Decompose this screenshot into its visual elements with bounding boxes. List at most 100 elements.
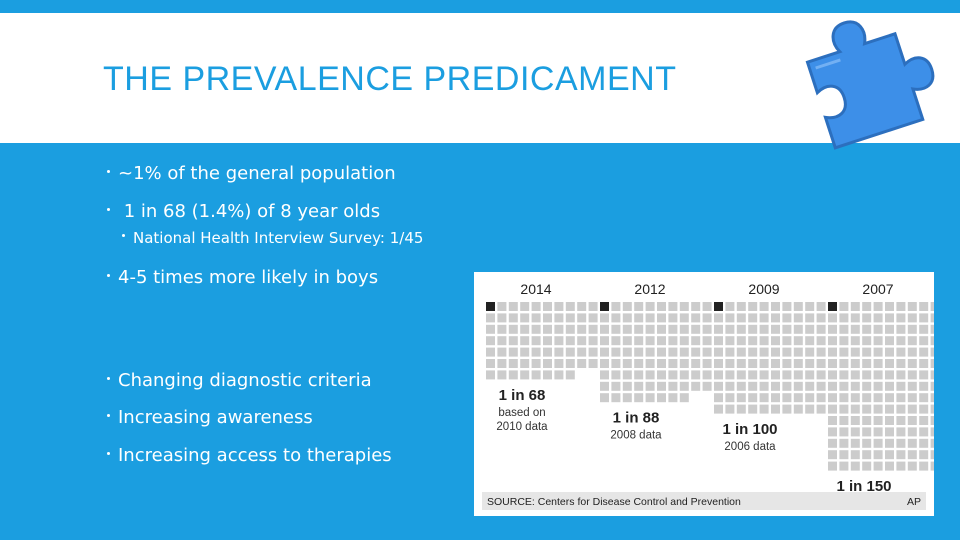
- grid-square: [885, 370, 894, 380]
- grid-square: [736, 313, 746, 323]
- grid-square: [577, 324, 587, 334]
- grid-square: [486, 336, 495, 346]
- grid-square: [896, 427, 906, 437]
- slide-title: THE PREVALENCE PREDICAMENT: [103, 60, 677, 98]
- grid-square: [657, 336, 666, 346]
- source-band: [482, 492, 926, 510]
- rate-label-2009: 1 in 100: [722, 421, 777, 438]
- grid-square: [907, 359, 917, 368]
- grid-square: [805, 313, 815, 323]
- grid-square: [588, 302, 598, 311]
- grid-square: [839, 347, 849, 357]
- grid-square: [520, 370, 530, 380]
- grid-square: [714, 370, 723, 380]
- grid-square: [565, 347, 575, 357]
- grid-square: [793, 302, 803, 311]
- grid-square: [782, 336, 792, 346]
- grid-square: [862, 381, 872, 391]
- grid-square: [839, 393, 849, 403]
- grid-square: [702, 324, 712, 334]
- grid-square: [930, 393, 934, 403]
- grid-square: [588, 324, 598, 334]
- grid-square: [839, 427, 849, 437]
- grid-square: [554, 359, 564, 368]
- grid-square: [668, 370, 678, 380]
- grid-square: [759, 302, 769, 311]
- grid-square: [919, 313, 929, 323]
- grid-square: [816, 336, 826, 346]
- grid-square: [873, 450, 883, 460]
- grid-square: [554, 302, 564, 311]
- grid-square: [816, 359, 826, 368]
- grid-square: [600, 324, 609, 334]
- grid-square: [588, 313, 598, 323]
- grid-square: [793, 381, 803, 391]
- grid-square: [839, 461, 849, 471]
- grid-square: [862, 404, 872, 414]
- grid-square: [896, 336, 906, 346]
- grid-square: [531, 336, 541, 346]
- grid-square: [600, 313, 609, 323]
- grid-square: [862, 347, 872, 357]
- grid-square: [896, 302, 906, 311]
- grid-square: [907, 324, 917, 334]
- grid-square: [907, 370, 917, 380]
- grid-square: [919, 416, 929, 425]
- grid-square: [930, 427, 934, 437]
- grid-square: [645, 393, 655, 403]
- grid-square: [657, 370, 666, 380]
- grid-square: [486, 313, 495, 323]
- grid-square: [668, 347, 678, 357]
- year-label-2007: 2007: [862, 281, 893, 297]
- grid-square: [896, 381, 906, 391]
- grid-square: [748, 393, 758, 403]
- grid-square: [714, 359, 723, 368]
- grid-square: [520, 313, 530, 323]
- grid-square: [600, 370, 609, 380]
- grid-square: [577, 336, 587, 346]
- grid-square: [634, 347, 644, 357]
- grid-square: [839, 324, 849, 334]
- grid-square: [862, 313, 872, 323]
- grid-square: [771, 404, 780, 414]
- grid-square: [919, 404, 929, 414]
- grid-square: [828, 427, 837, 437]
- grid-square: [668, 336, 678, 346]
- grid-square: [645, 324, 655, 334]
- grid-square: [930, 313, 934, 323]
- grid-square: [611, 381, 621, 391]
- grid-square: [725, 336, 735, 346]
- grid-square: [725, 359, 735, 368]
- grid-square: [748, 359, 758, 368]
- bullet-eight-year-olds: 1 in 68 (1.4%) of 8 year olds: [107, 201, 380, 222]
- bullet-text: 4-5 times more likely in boys: [118, 267, 379, 288]
- grid-square: [668, 393, 678, 403]
- grid-square: [714, 336, 723, 346]
- grid-square: [850, 324, 860, 334]
- grid-square: [691, 313, 701, 323]
- grid-square: [725, 393, 735, 403]
- grid-square: [748, 336, 758, 346]
- grid-square: [725, 313, 735, 323]
- grid-square: [862, 370, 872, 380]
- grid-square: [839, 336, 849, 346]
- grid-square: [759, 404, 769, 414]
- grid-square: [919, 324, 929, 334]
- grid-square: [919, 336, 929, 346]
- grid-square: [668, 324, 678, 334]
- grid-square: [543, 370, 552, 380]
- grid-square: [828, 347, 837, 357]
- grid-square: [862, 336, 872, 346]
- grid-square: [497, 313, 507, 323]
- grid-square: [782, 359, 792, 368]
- grid-square: [565, 313, 575, 323]
- grid-square: [885, 347, 894, 357]
- grid-square: [885, 427, 894, 437]
- grid-square: [873, 347, 883, 357]
- grid-square: [622, 381, 632, 391]
- grid-square: [816, 370, 826, 380]
- bullet-dot: [107, 451, 110, 455]
- grid-square: [850, 461, 860, 471]
- grid-square: [554, 336, 564, 346]
